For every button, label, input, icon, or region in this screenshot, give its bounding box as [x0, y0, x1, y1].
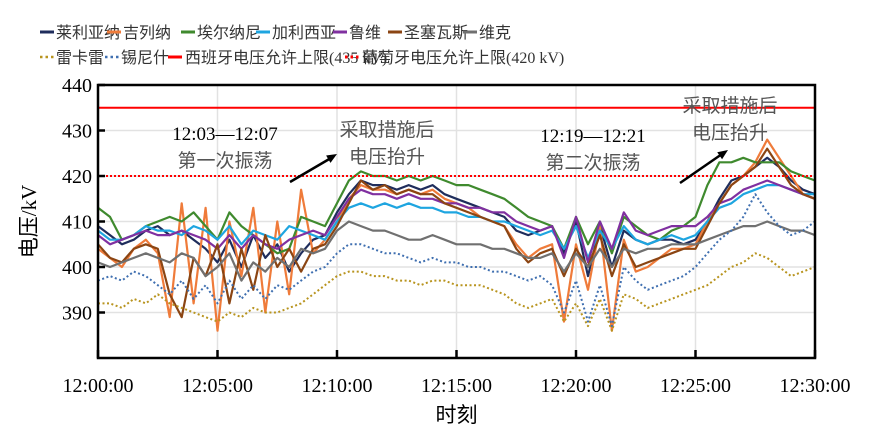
arrow-head-icon — [326, 154, 337, 163]
series-line-7 — [98, 252, 816, 332]
legend-label: 吉列纳 — [123, 24, 171, 42]
annotation-text: 第二次振荡 — [545, 152, 640, 174]
y-tick-label: 410 — [62, 212, 92, 234]
legend-label: 埃尔纳尼 — [197, 24, 261, 42]
y-tick-label: 390 — [62, 303, 92, 325]
annotation-text: 第一次振荡 — [177, 150, 272, 172]
legend-label: 西班牙电压允许上限(435 kV) — [185, 49, 387, 67]
y-tick-label: 420 — [62, 166, 92, 188]
y-tick-label: 430 — [62, 121, 92, 143]
x-tick-label: 12:25:00 — [660, 375, 731, 397]
arrow-shaft — [679, 152, 723, 185]
x-tick-label: 12:00:00 — [62, 375, 133, 397]
legend-label: 雷卡雷 — [56, 49, 104, 67]
series-line-5 — [97, 147, 816, 319]
series-line-6 — [97, 220, 816, 282]
legend-label: 葡萄牙电压允许上限(420 kV) — [362, 49, 564, 67]
x-tick-label: 12:15:00 — [421, 375, 492, 397]
arrow-shaft — [289, 156, 332, 184]
series-line-3 — [97, 184, 815, 259]
arrow-head-icon — [717, 150, 728, 160]
annotation-text: 采取措施后 — [339, 119, 434, 141]
legend-label: 鲁维 — [349, 24, 381, 42]
y-tick-label: 440 — [62, 75, 92, 97]
y-axis-label: 电压/kV — [17, 185, 41, 259]
x-tick-label: 12:10:00 — [301, 375, 372, 397]
y-tick-label: 400 — [62, 257, 92, 279]
legend-label: 加利西亚 — [272, 24, 336, 42]
annotation-text: 12:03—12:07 — [172, 124, 278, 145]
annotation-text: 采取措施后 — [682, 95, 777, 117]
legend-label: 莱利亚纳 — [56, 24, 120, 42]
legend-label: 锡尼什 — [121, 49, 169, 67]
annotation-text: 电压抬升 — [692, 122, 768, 144]
annotation-text: 12:19—12:21 — [540, 126, 646, 147]
series-line-0 — [97, 156, 816, 278]
x-tick-label: 12:20:00 — [540, 375, 611, 397]
legend-label: 维克 — [479, 24, 511, 42]
x-tick-label: 12:30:00 — [779, 375, 850, 397]
series-line-8 — [97, 193, 816, 328]
x-tick-label: 12:05:00 — [182, 375, 253, 397]
x-axis-label: 时刻 — [436, 403, 478, 427]
annotation-text: 电压抬升 — [349, 146, 425, 168]
legend-label: 圣塞瓦斯 — [404, 24, 468, 42]
